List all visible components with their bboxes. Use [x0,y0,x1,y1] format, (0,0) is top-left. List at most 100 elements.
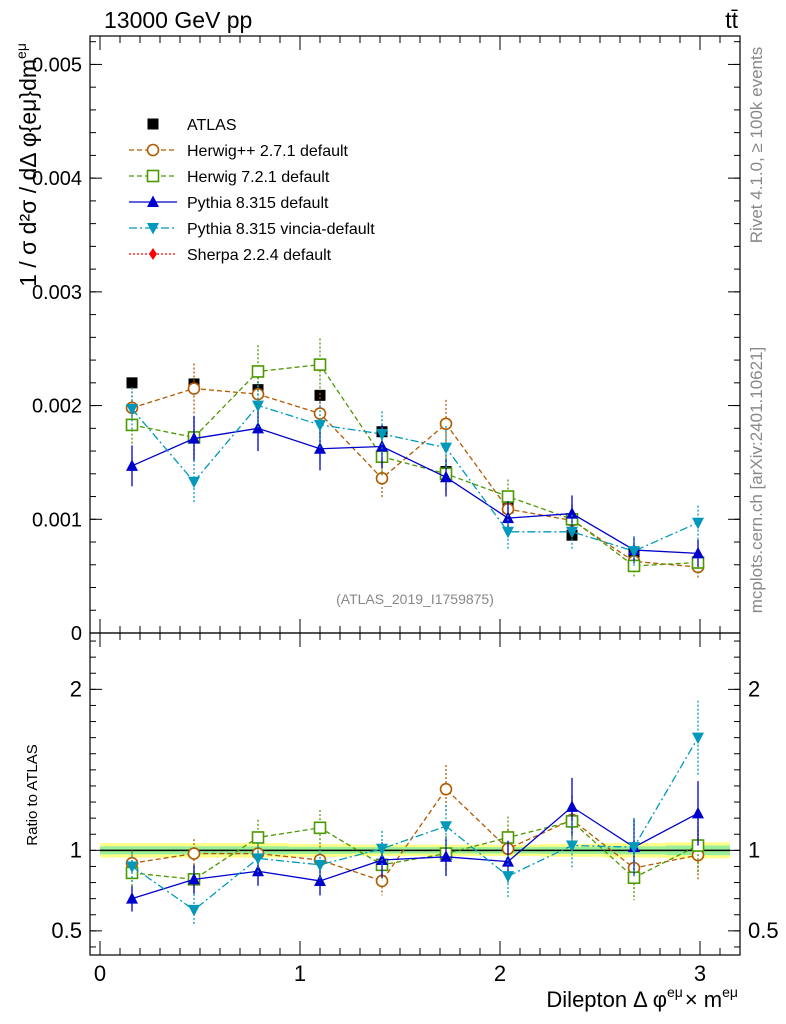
y-tick-label-right: 0.5 [748,918,779,943]
x-tick-label: 2 [494,961,506,986]
data-point [440,442,452,455]
y-tick-label: 0.002 [32,396,82,418]
y-tick-label: 1 [70,837,82,862]
series-pythia-8-315-default [126,405,704,568]
data-point [628,842,640,854]
series-line [131,806,699,900]
x-tick-label: 0 [94,961,106,986]
data-point [187,382,201,395]
data-point [502,511,514,524]
main-axis-ticks: 0 0.001 0.002 0.003 0.004 0.005 [32,36,741,645]
series-line [131,363,699,567]
legend-marker [147,195,159,207]
series-line [131,820,699,881]
x-axis-label: Dilepton Δ φeμ× meμ [546,984,738,1012]
data-point [313,358,327,371]
series-line [131,737,699,911]
data-point [188,432,200,444]
data-point [314,874,326,886]
data-point [187,847,201,860]
data-point [126,403,138,416]
series-line [131,427,699,555]
y-tick-label: 0 [71,623,82,645]
legend-label: Pythia 8.315 vincia-default [187,221,375,238]
ratio-panel: 0.5 0.5 1 1 2 2 0 1 2 3 Ratio to ATLAS [24,632,779,986]
data-point [692,806,704,819]
data-point [501,490,515,503]
x-tick-label: 3 [694,961,706,986]
series-line [131,404,699,552]
data-point [126,892,138,904]
data-point [314,419,326,432]
data-point [440,821,452,833]
y-tick-label: 0.003 [32,282,82,304]
legend-marker [146,143,160,157]
data-point [376,429,388,441]
data-point [566,526,578,539]
main-y-axis-label: 1 / σ d²σ / dΔ φ{eμ}dmeμ [13,43,41,287]
legend-label: Pythia 8.315 default [187,195,329,212]
legend-label: ATLAS [187,117,237,134]
data-point [566,840,578,853]
mcplots-label: mcplots.cern.ch [arXiv:2401.10621] [747,347,766,613]
process-label: tt̄ [725,7,738,33]
ratio-axis-ticks: 0.5 0.5 1 1 2 2 0 1 2 3 [51,633,779,986]
data-point [126,861,138,873]
legend-label: Sherpa 2.2.4 default [187,247,332,264]
legend-entry: Herwig++ 2.7.1 default [129,143,349,160]
legend-entry: ATLAS [147,117,237,134]
series-pythia-8-315-vincia-default [126,700,704,927]
y-tick-label: 0.5 [51,918,82,943]
data-point [566,800,578,812]
legend-entry: Sherpa 2.2.4 default [129,247,332,264]
analysis-label: (ATLAS_2019_I1759875) [336,591,494,607]
data-point [313,821,327,835]
legend-entry: Pythia 8.315 vincia-default [129,221,375,238]
legend-marker [147,223,159,235]
data-point [566,507,578,519]
data-point [188,872,200,885]
ratio-data-layer [125,700,705,927]
legend-label: Herwig 7.2.1 default [187,169,330,186]
data-point [126,377,138,389]
data-point [692,517,704,530]
y-tick-label-right: 2 [748,676,760,701]
legend-marker [146,169,160,183]
data-point [692,546,704,559]
data-point [502,526,514,539]
main-y-axis-label-sup: eμ [13,43,29,59]
energy-label: 13000 GeV pp [104,7,252,33]
main-y-axis-label-text: 1 / σ d²σ / dΔ φ{eμ}dm [15,59,41,287]
y-tick-label: 0.005 [32,54,82,76]
legend-entry: Pythia 8.315 default [129,195,329,212]
series-line [131,788,699,882]
series-atlas [126,377,704,571]
data-point [440,850,452,862]
data-point [313,407,327,420]
ratio-frame [89,632,741,956]
legend-marker [149,248,157,260]
data-point [314,859,326,872]
data-point [252,853,264,865]
data-point [252,400,264,413]
data-point [440,470,452,483]
legend-label: Herwig++ 2.7.1 default [187,143,349,160]
data-point [692,732,704,745]
data-point [376,843,388,856]
data-point [251,831,265,844]
data-point [502,871,514,883]
main-panel: 0 0.001 0.002 0.003 0.004 0.005 (ATLAS_2019_I… [13,35,741,645]
data-point [126,459,138,471]
data-point [375,472,389,485]
data-point [314,389,326,401]
ratio-y-axis-label: Ratio to ATLAS [24,744,41,845]
main-data-layer [125,338,705,579]
series-pythia-8-315-vincia-default [126,381,704,566]
data-point [188,476,200,489]
y-tick-label: 2 [70,676,82,701]
series-line [131,387,699,568]
data-point [439,417,453,431]
data-point [376,440,388,452]
data-point [628,546,640,558]
